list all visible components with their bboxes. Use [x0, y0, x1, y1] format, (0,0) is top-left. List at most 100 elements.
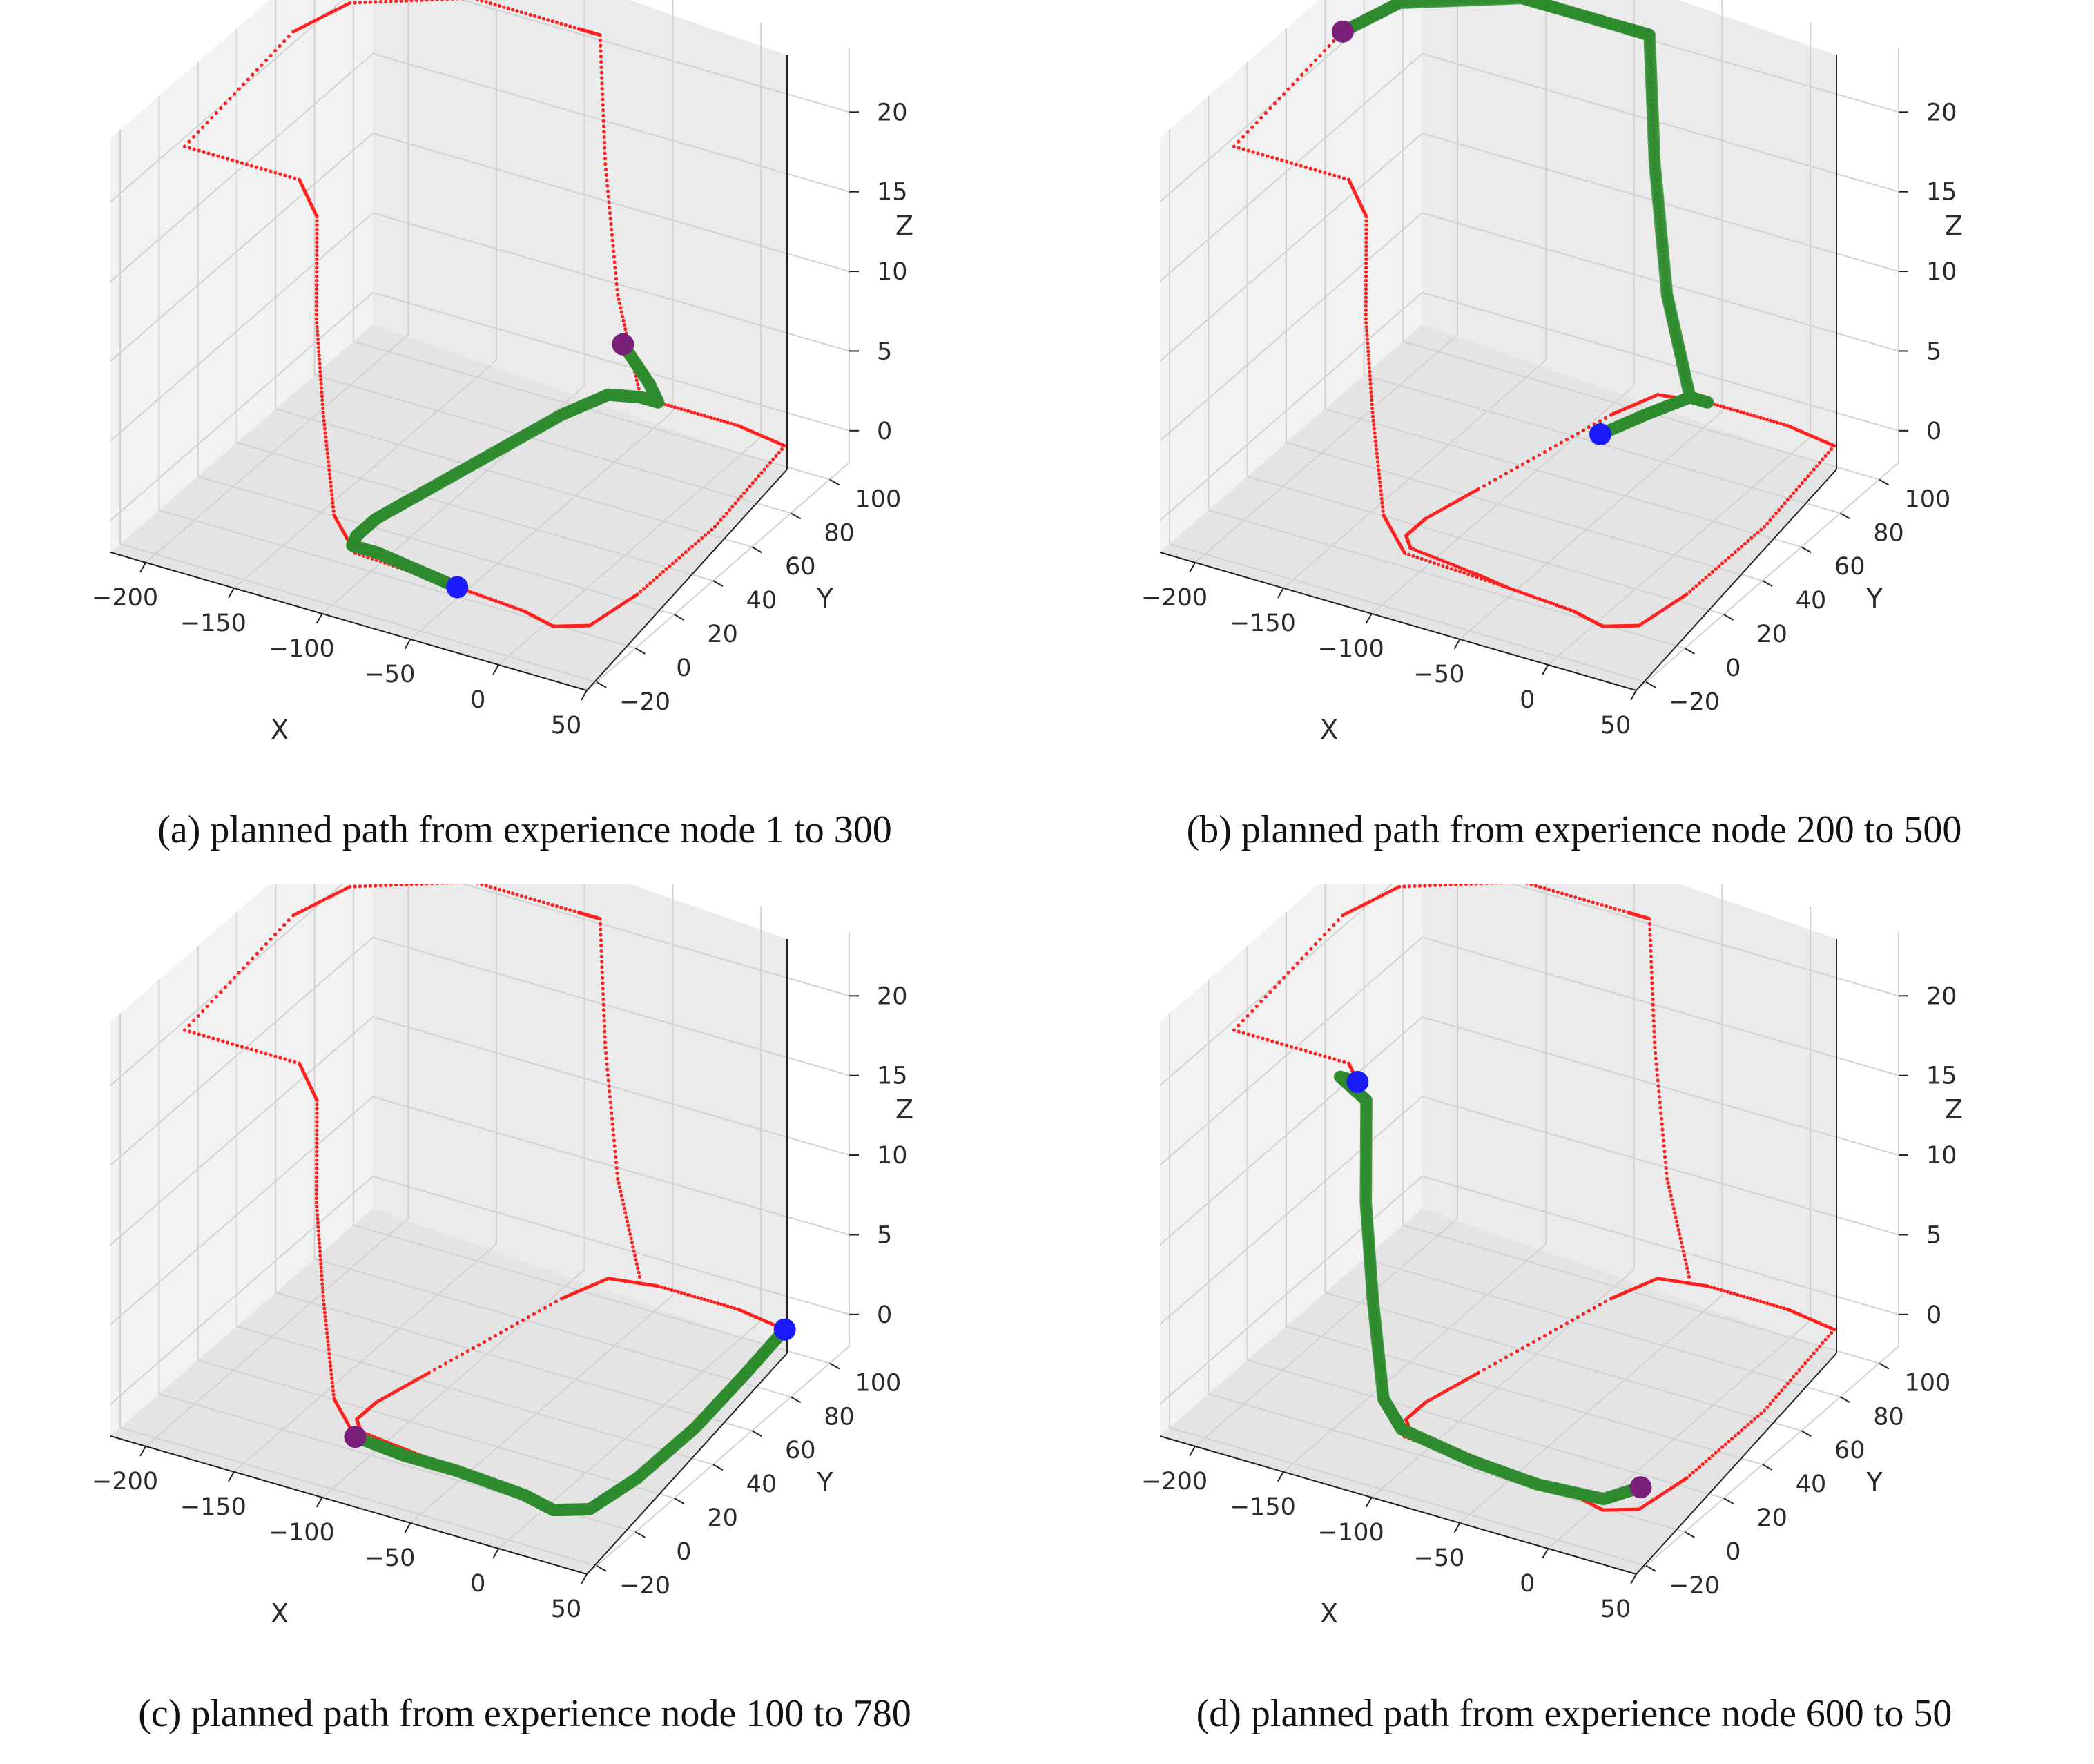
trajectory-point: [601, 976, 605, 980]
trajectory-point: [611, 244, 615, 248]
trajectory-point: [719, 418, 724, 423]
trajectory-point: [420, 884, 424, 886]
trajectory-point: [1504, 472, 1509, 476]
grid-y: [197, 62, 675, 615]
x-axis-line: [110, 1435, 588, 1575]
trajectory-point: [617, 1181, 621, 1185]
trajectory-point: [1364, 266, 1368, 270]
trajectory-point: [514, 606, 518, 610]
trajectory-point: [374, 884, 378, 888]
x-axis-line: [110, 552, 588, 691]
trajectory-point: [572, 909, 576, 913]
trajectory-point: [601, 124, 606, 128]
trajectory-point: [1700, 578, 1705, 583]
trajectory-point: [389, 884, 393, 887]
trajectory-point: [314, 1166, 319, 1171]
trajectory-point: [1742, 1295, 1746, 1299]
trajectory-point: [601, 987, 605, 991]
trajectory-point: [541, 17, 545, 21]
trajectory-point: [1823, 1337, 1828, 1341]
trajectory-point: [1652, 1035, 1656, 1039]
trajectory-point: [322, 423, 327, 427]
y-tick: [1723, 1498, 1734, 1504]
trajectory-point: [202, 150, 206, 154]
trajectory-point: [1661, 1133, 1665, 1137]
trajectory-point: [1313, 58, 1318, 62]
pane-floor: [1160, 1208, 1836, 1574]
trajectory-point: [537, 1309, 541, 1313]
trajectory-point: [1372, 423, 1376, 427]
trajectory-point: [712, 525, 717, 529]
trajectory-point: [609, 1105, 613, 1110]
trajectory-point: [543, 1306, 547, 1310]
trajectory-point: [314, 308, 318, 313]
trajectory-point: [611, 1127, 615, 1132]
trajectory-point: [1294, 1046, 1298, 1050]
trajectory-point: [639, 590, 643, 594]
trajectory-point: [1759, 1411, 1763, 1415]
trajectory-point: [330, 1376, 334, 1380]
trajectory-point: [1603, 1299, 1607, 1303]
pane-left: [110, 884, 373, 1436]
trajectory-point: [314, 1175, 319, 1179]
trajectory-point: [503, 602, 507, 606]
trajectory-point: [1552, 602, 1556, 606]
trajectory-point: [1364, 231, 1368, 236]
gridlines: [110, 0, 850, 691]
trajectory-point: [1765, 1301, 1770, 1306]
x-tick-label: −150: [1230, 1493, 1296, 1521]
trajectory-point: [599, 49, 603, 53]
trajectory-point: [1493, 1361, 1497, 1366]
trajectory-point: [321, 414, 326, 418]
trajectory-point: [1256, 1035, 1260, 1039]
trajectory-point: [191, 1018, 196, 1022]
trajectory-point: [1542, 449, 1547, 454]
trajectory-point: [474, 592, 478, 597]
x-tick-label: −100: [1318, 1519, 1384, 1547]
trajectory-point: [1765, 521, 1770, 525]
trajectory-point: [1443, 884, 1448, 887]
trajectory-point: [1564, 893, 1569, 897]
trajectory-point: [1453, 884, 1458, 886]
trajectory-point: [532, 1312, 536, 1316]
trajectory-point: [637, 1274, 642, 1279]
trajectory-point: [1587, 425, 1591, 429]
trajectory-point: [677, 556, 681, 560]
trajectory-point: [1471, 570, 1475, 574]
trajectory-point: [664, 567, 668, 571]
trajectory-point: [1814, 1348, 1819, 1352]
trajectory-point: [679, 1290, 684, 1295]
trajectory-point: [637, 1270, 641, 1274]
trajectory-point: [1604, 904, 1609, 909]
x-axis-label: X: [1320, 715, 1338, 745]
trajectory-point: [197, 148, 201, 153]
trajectory-point: [1364, 282, 1368, 287]
pane-back: [1422, 0, 1836, 469]
pane-back: [1422, 884, 1836, 1353]
trajectory-point: [1749, 1297, 1753, 1301]
trajectory-point: [1423, 884, 1427, 888]
y-tick-label: 60: [785, 1437, 816, 1464]
trajectory-point: [1493, 478, 1497, 482]
trajectory-point: [1709, 1285, 1713, 1289]
trajectory-point: [1246, 1032, 1250, 1036]
y-tick-label: 100: [855, 1369, 901, 1397]
trajectory-point: [1749, 413, 1753, 417]
trajectory-point: [572, 26, 576, 30]
trajectory-point: [1364, 240, 1368, 244]
trajectory-point: [672, 405, 677, 409]
trajectory-point: [617, 302, 622, 306]
trajectory-point: [672, 1289, 677, 1293]
trajectory-point: [601, 103, 605, 107]
trajectory-point: [1424, 558, 1428, 563]
trajectory-point: [1759, 527, 1763, 532]
trajectory-point: [1366, 345, 1370, 349]
trajectory-point: [454, 1355, 459, 1359]
trajectory-point: [1654, 1062, 1658, 1066]
trajectory-point: [681, 553, 685, 557]
z-tick-label: 10: [1926, 1142, 1957, 1170]
trajectory-point: [1569, 894, 1573, 898]
trajectory-point: [430, 884, 434, 886]
z-tick-label: 10: [877, 1142, 908, 1170]
trajectory-point: [1232, 1028, 1237, 1032]
